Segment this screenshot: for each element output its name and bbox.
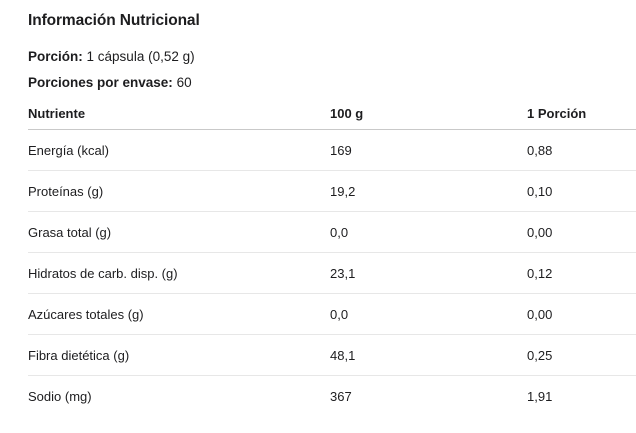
table-row: Fibra dietética (g) 48,1 0,25 [28, 334, 636, 376]
nutrition-table-body: Energía (kcal) 169 0,88 Proteínas (g) 19,2 0,… [28, 129, 636, 417]
table-row: Azúcares totales (g) 0,0 0,00 [28, 293, 636, 335]
value-100g-cell: 367 [330, 388, 352, 404]
value-100g-cell: 23,1 [330, 252, 527, 294]
value-serving-cell: 0,10 [527, 170, 636, 212]
nutrient-name-cell: Proteínas (g) [28, 170, 330, 212]
column-header-nutrient: Nutriente [28, 106, 330, 130]
servings-per-container-label: Porciones por envase: [28, 75, 173, 90]
value-100g-cell: 169 [330, 129, 527, 171]
nutrient-name-cell: Fibra dietética (g) [28, 334, 330, 376]
nutrient-name-cell: Grasa total (g) [28, 211, 330, 253]
table-row: Proteínas (g) 19,2 0,10 [28, 170, 636, 212]
value-100g-cell: 0,0 [330, 293, 527, 335]
value-100g-cell: 19,2 [330, 170, 527, 212]
value-serving-cell: 0,12 [527, 252, 636, 294]
serving-size-line: Porción: 1 cápsula (0,52 g) [28, 48, 636, 65]
serving-size-value: 1 cápsula (0,52 g) [86, 49, 195, 64]
value-serving-cell: 0,25 [527, 334, 636, 376]
servings-per-container-line: Porciones por envase: 60 [28, 74, 636, 91]
nutrient-name-cell: Hidratos de carb. disp. (g) [28, 252, 330, 294]
nutrition-table-header: Nutriente 100 g 1 Porción [28, 106, 636, 130]
nutrient-name-cell: Energía (kcal) [28, 129, 330, 171]
serving-size-label: Porción: [28, 49, 83, 64]
table-row: Grasa total (g) 0,0 0,00 [28, 211, 636, 253]
table-row: Hidratos de carb. disp. (g) 23,1 0,12 [28, 252, 636, 294]
column-header-serving: 1 Porción [527, 106, 636, 130]
value-serving-cell: 0,88 [527, 129, 636, 171]
value-serving-cell: 0,00 [527, 211, 636, 253]
nutrition-panel: Información Nutricional Porción: 1 cápsu… [28, 12, 636, 416]
servings-per-container-value: 60 [176, 75, 192, 90]
value-100g-cell: 48,1 [330, 334, 527, 376]
nutrient-name-cell: Azúcares totales (g) [28, 293, 330, 335]
table-row: Sodio (mg) 367 1,91 [28, 376, 636, 417]
table-row: Energía (kcal) 169 0,88 [28, 129, 636, 171]
page-title: Información Nutricional [28, 12, 200, 29]
value-100g-cell: 0,0 [330, 211, 527, 253]
nutrition-table: Nutriente 100 g 1 Porción Energía (kcal)… [28, 106, 636, 416]
value-serving-cell: 0,00 [527, 293, 636, 335]
column-header-100g: 100 g [330, 106, 527, 130]
value-serving-cell: 1,91 [527, 388, 553, 404]
nutrient-name-cell: Sodio (mg) [28, 388, 92, 404]
